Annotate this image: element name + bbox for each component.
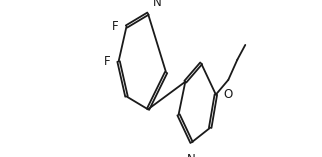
- Text: N: N: [187, 154, 196, 157]
- Text: F: F: [112, 20, 118, 33]
- Text: N: N: [153, 0, 161, 9]
- Text: O: O: [224, 88, 233, 101]
- Text: F: F: [104, 55, 111, 68]
